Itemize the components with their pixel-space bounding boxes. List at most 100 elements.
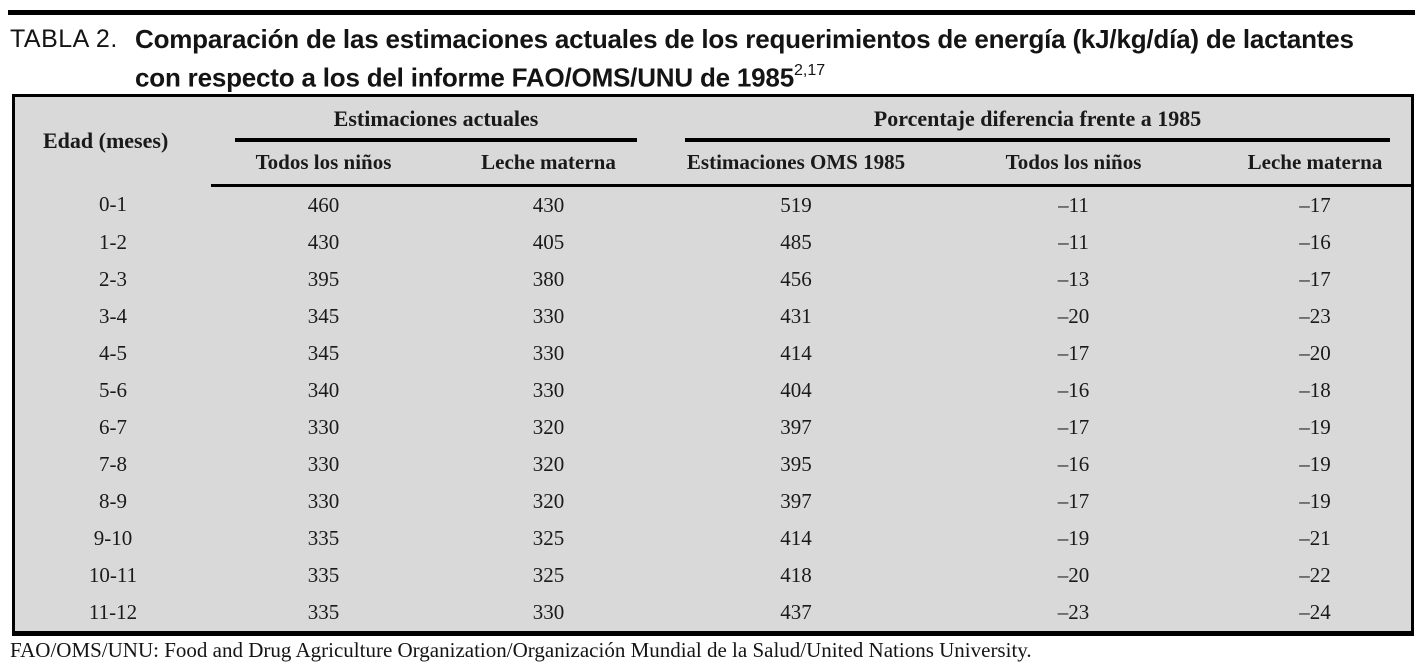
group-header-label: Estimaciones actuales (333, 106, 539, 131)
column-header-leche-materna-actual: Leche materna (436, 142, 662, 187)
age-cell: 0-1 (99, 192, 127, 217)
value-cell: 395 (307, 267, 340, 291)
value-cell: 405 (532, 230, 565, 254)
table-header: Edad (meses) Estimaciones actuales Porce… (15, 97, 1415, 187)
table-row: 6-7 330 320 397 –17 –19 (15, 409, 1414, 446)
table-title: Comparación de las estimaciones actuales… (135, 22, 1354, 95)
value-cell: 335 (307, 600, 340, 624)
column-header-leche-materna-diferencia: Leche materna (1216, 142, 1415, 187)
value-cell: –17 (1057, 415, 1090, 439)
age-cell: 3-4 (99, 304, 127, 328)
energy-requirements-table: Edad (meses) Estimaciones actuales Porce… (15, 97, 1415, 632)
table-body: 0-1 460 430 519 –11 –17 1-2 430 405 485 –11 –16 2-3 3… (15, 186, 1414, 632)
table-row: 5-6 340 330 404 –16 –18 (15, 372, 1414, 409)
column-header-todos-los-ninos-actual: Todos los niños (211, 142, 436, 187)
value-cell: –16 (1057, 452, 1090, 476)
value-cell: –23 (1299, 304, 1331, 328)
value-cell: 325 (532, 526, 565, 550)
value-cell: 404 (780, 378, 812, 402)
group-header-porcentaje-diferencia: Porcentaje diferencia frente a 1985 (661, 97, 1414, 142)
value-cell: 345 (307, 304, 340, 328)
table-panel: Edad (meses) Estimaciones actuales Porce… (12, 94, 1415, 636)
value-cell: –23 (1057, 600, 1090, 624)
value-cell: –11 (1058, 230, 1089, 254)
group-header-row: Edad (meses) Estimaciones actuales Porce… (15, 97, 1414, 153)
value-cell: 335 (307, 563, 340, 587)
title-superscript: 2,17 (793, 62, 826, 79)
value-cell: 430 (532, 193, 565, 217)
value-cell: –19 (1299, 415, 1331, 439)
value-cell: 330 (307, 452, 340, 476)
value-cell: 345 (307, 341, 340, 365)
age-cell: 1-2 (99, 230, 127, 254)
value-cell: –19 (1057, 526, 1090, 550)
value-cell: –20 (1057, 304, 1090, 328)
value-cell: –17 (1299, 267, 1331, 291)
value-cell: 437 (780, 600, 812, 624)
value-cell: –21 (1299, 526, 1331, 550)
value-cell: –16 (1299, 230, 1331, 254)
value-cell: 414 (780, 526, 812, 550)
value-cell: 418 (780, 563, 812, 587)
value-cell: 330 (532, 341, 565, 365)
value-cell: 330 (532, 304, 565, 328)
column-header-todos-los-ninos-diferencia: Todos los niños (931, 142, 1217, 187)
group-header-rule: Porcentaje diferencia frente a 1985 (685, 97, 1391, 142)
value-cell: –20 (1057, 563, 1090, 587)
table-row: 7-8 330 320 395 –16 –19 (15, 446, 1414, 483)
table-row: 0-1 460 430 519 –11 –17 (15, 186, 1414, 225)
value-cell: 320 (532, 452, 565, 476)
value-cell: –19 (1299, 452, 1331, 476)
value-cell: 330 (307, 415, 340, 439)
value-cell: 456 (780, 267, 812, 291)
sub-header-row: Todos los niños Leche materna Estimacion… (15, 142, 1415, 187)
table-row: 8-9 330 320 397 –17 –19 (15, 483, 1414, 520)
age-cell: 4-5 (99, 341, 127, 365)
table-row: 2-3 395 380 456 –13 –17 (15, 261, 1414, 298)
value-cell: 320 (532, 415, 565, 439)
value-cell: 340 (307, 378, 340, 402)
table-number-label: TABLA 2. (10, 25, 118, 53)
value-cell: 397 (780, 415, 812, 439)
age-cell: 11-12 (88, 600, 138, 624)
age-cell: 5-6 (99, 378, 127, 402)
value-cell: 330 (532, 600, 565, 624)
table-row: 10-11 335 325 418 –20 –22 (15, 557, 1414, 594)
group-header-label: Porcentaje diferencia frente a 1985 (873, 106, 1202, 131)
value-cell: –17 (1057, 341, 1090, 365)
value-cell: –19 (1299, 489, 1331, 513)
value-cell: 519 (780, 193, 812, 217)
table-row: 1-2 430 405 485 –11 –16 (15, 224, 1414, 261)
value-cell: 430 (307, 230, 340, 254)
value-cell: 335 (307, 526, 340, 550)
group-header-rule: Estimaciones actuales (235, 97, 638, 142)
table-row: 9-10 335 325 414 –19 –21 (15, 520, 1414, 557)
group-header-estimaciones-actuales: Estimaciones actuales (211, 97, 661, 142)
age-cell: 7-8 (99, 452, 127, 476)
value-cell: 380 (532, 267, 565, 291)
age-cell: 8-9 (99, 489, 127, 513)
column-header-estimaciones-oms-1985: Estimaciones OMS 1985 (661, 142, 932, 187)
value-cell: 330 (532, 378, 565, 402)
value-cell: –13 (1057, 267, 1090, 291)
value-cell: –20 (1299, 341, 1331, 365)
age-cell: 2-3 (99, 267, 127, 291)
value-cell: 330 (307, 489, 340, 513)
age-cell: 9-10 (93, 526, 133, 550)
value-cell: 320 (532, 489, 565, 513)
value-cell: 460 (307, 193, 340, 217)
value-cell: –17 (1299, 193, 1331, 217)
value-cell: –11 (1058, 193, 1089, 217)
value-cell: 485 (780, 230, 812, 254)
table-title-line1: Comparación de las estimaciones actuales… (135, 24, 1354, 54)
value-cell: –18 (1299, 378, 1331, 402)
age-cell: 6-7 (99, 415, 127, 439)
value-cell: 397 (780, 489, 812, 513)
table-caption: TABLA 2. Comparación de las estimaciones… (10, 22, 1354, 95)
value-cell: 325 (532, 563, 565, 587)
value-cell: –16 (1057, 378, 1090, 402)
value-cell: 395 (780, 452, 812, 476)
table-title-line2: con respecto a los del informe FAO/OMS/U… (135, 62, 794, 93)
table-row: 3-4 345 330 431 –20 –23 (15, 298, 1414, 335)
value-cell: –17 (1057, 489, 1090, 513)
